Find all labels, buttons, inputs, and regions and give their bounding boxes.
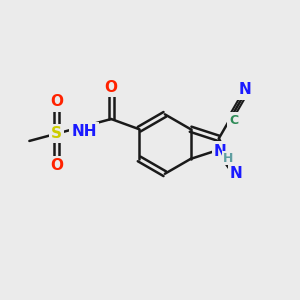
Text: H: H: [223, 152, 233, 165]
Text: NH: NH: [71, 124, 97, 139]
Text: O: O: [50, 158, 63, 173]
Text: O: O: [50, 94, 63, 109]
Text: N: N: [238, 82, 251, 98]
Text: O: O: [105, 80, 118, 95]
Text: N: N: [214, 144, 227, 159]
Text: S: S: [51, 126, 62, 141]
Text: C: C: [229, 114, 238, 127]
Text: N: N: [230, 166, 243, 181]
